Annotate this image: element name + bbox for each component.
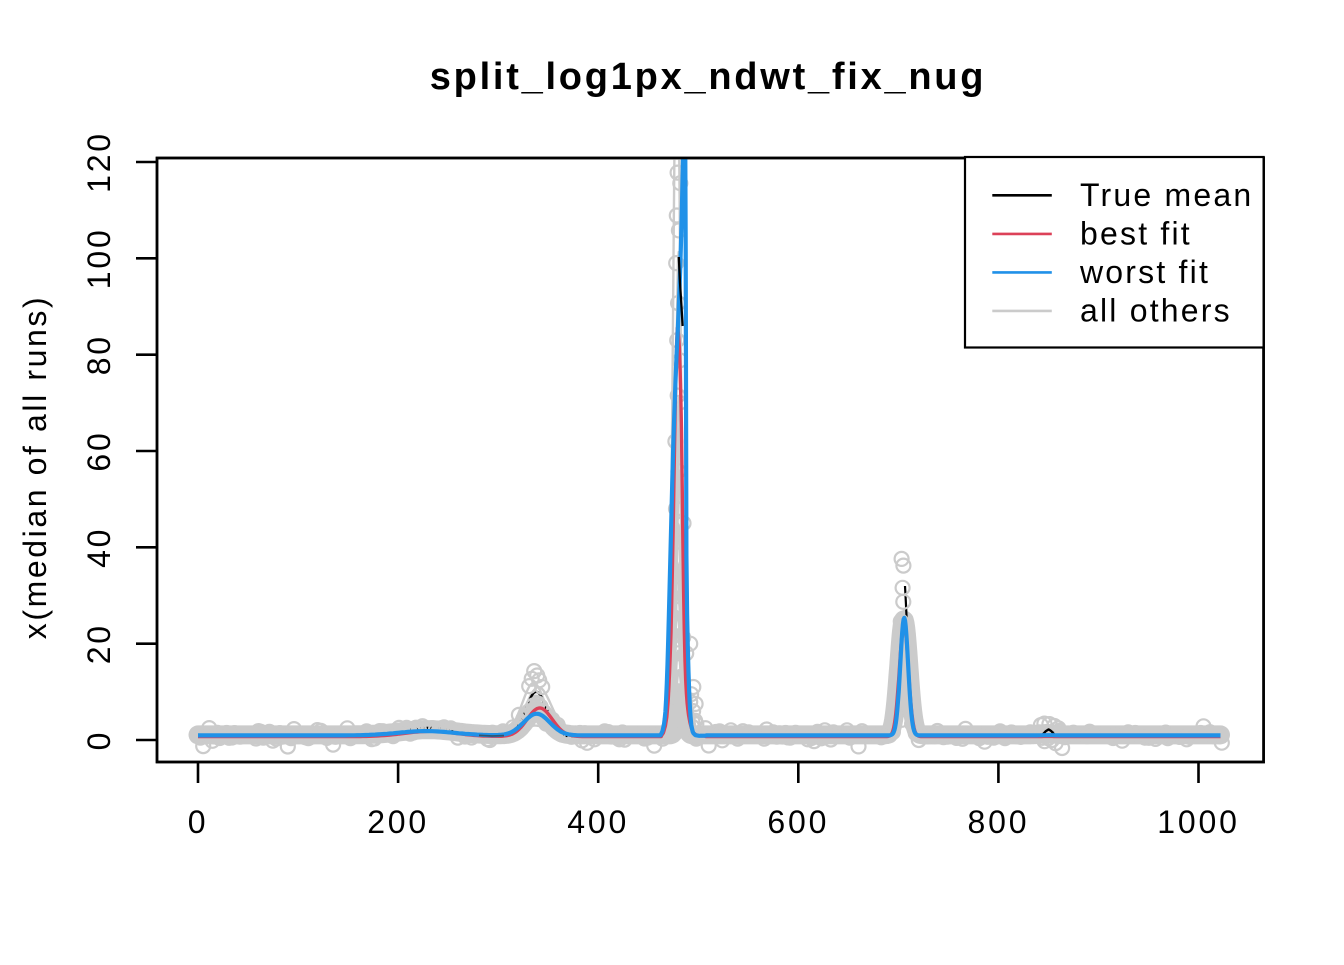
svg-text:True mean: True mean [1080, 177, 1253, 213]
svg-text:400: 400 [567, 804, 629, 840]
svg-text:20: 20 [81, 623, 117, 664]
svg-text:1000: 1000 [1157, 804, 1239, 840]
svg-text:all others: all others [1080, 293, 1232, 329]
svg-text:0: 0 [188, 804, 209, 840]
svg-text:800: 800 [968, 804, 1030, 840]
svg-text:0: 0 [81, 730, 117, 751]
svg-text:x(median of all runs): x(median of all runs) [17, 295, 53, 640]
svg-text:split_log1px_ndwt_fix_nug: split_log1px_ndwt_fix_nug [430, 56, 986, 98]
svg-text:600: 600 [767, 804, 829, 840]
svg-text:100: 100 [81, 227, 117, 289]
svg-text:worst fit: worst fit [1079, 254, 1210, 290]
svg-text:60: 60 [81, 430, 117, 471]
svg-text:200: 200 [367, 804, 429, 840]
svg-text:120: 120 [81, 131, 117, 193]
svg-text:80: 80 [81, 334, 117, 375]
svg-text:40: 40 [81, 527, 117, 568]
svg-text:best fit: best fit [1080, 216, 1192, 252]
